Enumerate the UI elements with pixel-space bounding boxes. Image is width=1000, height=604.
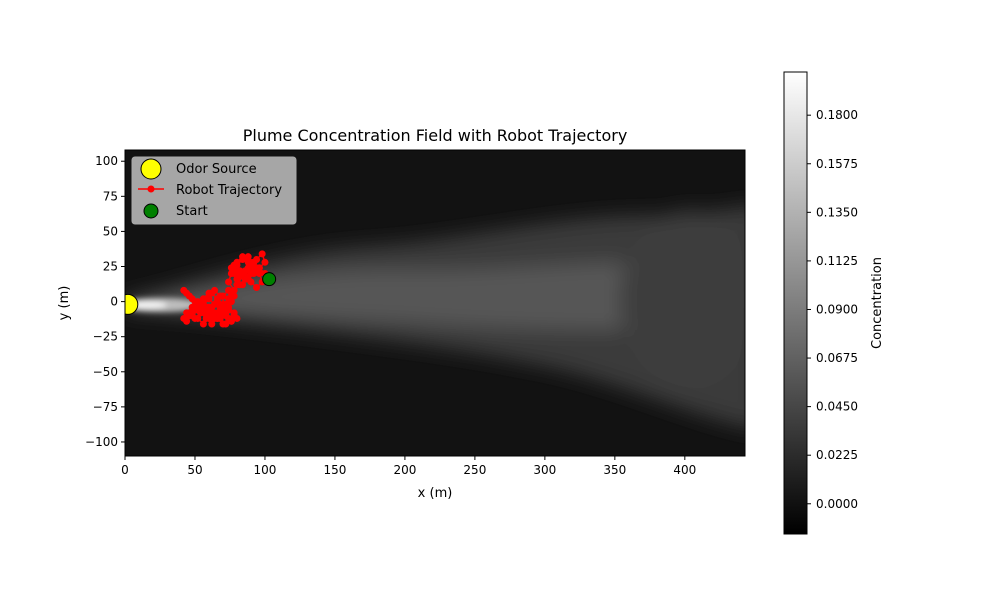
trajectory-point bbox=[199, 320, 207, 328]
legend-start-marker bbox=[143, 203, 159, 219]
x-tick-label: 150 bbox=[323, 463, 346, 477]
trajectory-point bbox=[208, 320, 216, 328]
trajectory-point bbox=[261, 258, 269, 266]
trajectory-point bbox=[233, 281, 241, 289]
trajectory-point bbox=[208, 289, 216, 297]
trajectory-point bbox=[211, 309, 219, 317]
plot-frame bbox=[124, 149, 746, 457]
trajectory-point bbox=[258, 250, 266, 258]
x-tick-label: 50 bbox=[187, 463, 202, 477]
trajectory-point bbox=[250, 258, 258, 266]
trajectory-point bbox=[213, 295, 221, 303]
y-tick-label: −100 bbox=[85, 435, 118, 449]
y-tick-label: 75 bbox=[103, 189, 118, 203]
plume-far-blob bbox=[620, 210, 745, 390]
trajectory-point bbox=[253, 284, 261, 292]
x-tick-label: 400 bbox=[673, 463, 696, 477]
colorbar-tick-label: 0.1575 bbox=[816, 157, 858, 171]
trajectory-point bbox=[239, 272, 247, 280]
start-marker bbox=[262, 272, 277, 287]
x-tick-label: 250 bbox=[463, 463, 486, 477]
y-axis-ticks: −100 −75 −50 −25 0 25 50 75 100 bbox=[85, 154, 125, 449]
trajectory-point bbox=[236, 267, 244, 275]
y-tick-label: −75 bbox=[93, 400, 118, 414]
colorbar: 0.0000 0.0225 0.0450 0.0675 0.0900 0.1125 0.13… bbox=[783, 71, 885, 535]
odor-source-marker bbox=[125, 293, 139, 315]
legend-odor-source-label: Odor Source bbox=[176, 162, 257, 177]
colorbar-label: Concentration bbox=[870, 257, 885, 349]
y-axis-label: y (m) bbox=[57, 286, 72, 321]
x-tick-label: 0 bbox=[121, 463, 129, 477]
plume-core bbox=[125, 262, 640, 330]
trajectory-point bbox=[185, 292, 193, 300]
trajectory-point bbox=[219, 292, 227, 300]
trajectory-point bbox=[205, 314, 213, 322]
trajectory-point bbox=[255, 270, 263, 278]
trajectory-point bbox=[183, 317, 191, 325]
y-tick-label: 0 bbox=[110, 295, 118, 309]
trajectory-point bbox=[202, 303, 210, 311]
trajectory-point bbox=[199, 298, 207, 306]
legend-start-label: Start bbox=[176, 204, 208, 219]
x-axis-label: x (m) bbox=[418, 486, 453, 501]
legend-trajectory-label: Robot Trajectory bbox=[176, 183, 282, 198]
legend-trajectory-marker bbox=[147, 185, 155, 193]
heatmap bbox=[125, 150, 745, 456]
colorbar-tick-label: 0.0900 bbox=[816, 302, 858, 316]
markers bbox=[125, 272, 277, 315]
trajectory-point bbox=[188, 309, 196, 317]
colorbar-tick-label: 0.0225 bbox=[816, 448, 858, 462]
x-tick-label: 350 bbox=[603, 463, 626, 477]
x-tick-label: 100 bbox=[254, 463, 277, 477]
trajectory-point bbox=[247, 270, 255, 278]
trajectory-point bbox=[180, 286, 188, 294]
trajectory-point bbox=[194, 303, 202, 311]
trajectory-point bbox=[244, 258, 252, 266]
trajectory-point bbox=[225, 286, 233, 294]
y-tick-label: 100 bbox=[95, 154, 118, 168]
trajectory-point bbox=[211, 300, 219, 308]
trajectory-point bbox=[213, 314, 221, 322]
trajectory-point bbox=[244, 264, 252, 272]
y-tick-label: −25 bbox=[93, 330, 118, 344]
trajectory-point bbox=[225, 278, 233, 286]
legend-box bbox=[131, 156, 297, 225]
trajectory-point bbox=[222, 309, 230, 317]
trajectory-point bbox=[247, 278, 255, 286]
y-tick-label: 50 bbox=[103, 224, 118, 238]
x-axis-ticks: 0 50 100 150 200 250 300 350 400 bbox=[121, 456, 696, 477]
trajectory-point bbox=[233, 275, 241, 283]
legend: Odor Source Robot Trajectory Start bbox=[131, 156, 297, 225]
trajectory-point bbox=[244, 253, 252, 261]
trajectory-point bbox=[219, 320, 227, 328]
x-tick-label: 200 bbox=[393, 463, 416, 477]
colorbar-tick-label: 0.0450 bbox=[816, 400, 858, 414]
y-tick-label: −50 bbox=[93, 365, 118, 379]
colorbar-tick-label: 0.0675 bbox=[816, 351, 858, 365]
trajectory-point bbox=[216, 303, 224, 311]
trajectory-point bbox=[197, 309, 205, 317]
y-tick-label: 25 bbox=[103, 260, 118, 274]
plume-field bbox=[125, 206, 745, 428]
colorbar-ticks: 0.0000 0.0225 0.0450 0.0675 0.0900 0.1125 0.13… bbox=[807, 108, 858, 511]
trajectory-point bbox=[230, 312, 238, 320]
trajectory-point bbox=[225, 314, 233, 322]
x-tick-label: 300 bbox=[533, 463, 556, 477]
colorbar-tick-label: 0.0000 bbox=[816, 497, 858, 511]
trajectory-point bbox=[239, 253, 247, 261]
colorbar-tick-label: 0.1125 bbox=[816, 254, 858, 268]
chart-title: Plume Concentration Field with Robot Tra… bbox=[243, 126, 628, 145]
colorbar-tick-label: 0.1350 bbox=[816, 205, 858, 219]
colorbar-tick-label: 0.1800 bbox=[816, 108, 858, 122]
trajectory-point bbox=[253, 264, 261, 272]
trajectory-point bbox=[194, 314, 202, 322]
trajectory-point bbox=[227, 298, 235, 306]
colorbar-gradient bbox=[783, 71, 808, 535]
trajectory-point bbox=[230, 261, 238, 269]
trajectory-point bbox=[230, 292, 238, 300]
trajectory-point bbox=[227, 270, 235, 278]
legend-odor-source-marker bbox=[140, 158, 162, 180]
